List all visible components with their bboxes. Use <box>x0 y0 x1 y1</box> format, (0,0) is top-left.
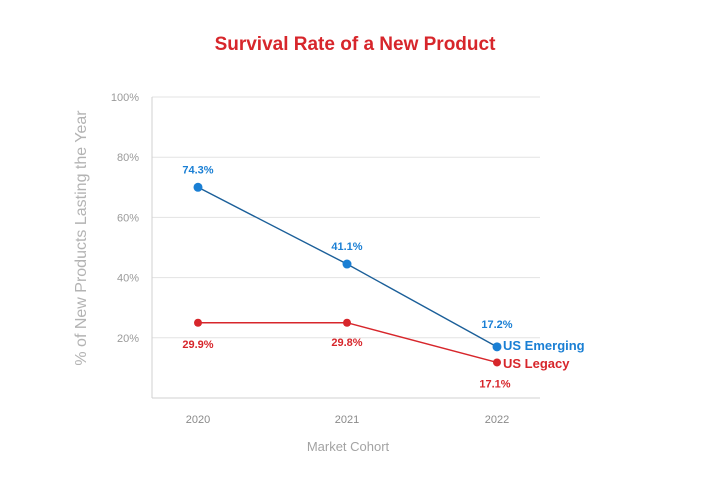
data-label: 29.8% <box>331 337 362 349</box>
data-point <box>342 259 352 269</box>
legend-label: US Legacy <box>503 356 570 371</box>
data-point <box>343 318 351 327</box>
data-label: 29.9% <box>182 339 213 351</box>
chart-title: Survival Rate of a New Product <box>214 34 496 55</box>
y-axis-label: % of New Products Lasting the Year <box>73 110 90 366</box>
x-axis-label: Market Cohort <box>307 439 390 454</box>
y-tick-label: 80% <box>117 152 139 164</box>
data-point <box>193 182 203 192</box>
y-tick-label: 60% <box>117 212 139 224</box>
legend-label: US Emerging <box>503 338 585 353</box>
data-label: 74.3% <box>182 164 213 176</box>
data-point <box>493 358 501 367</box>
data-point <box>194 318 202 327</box>
y-tick-label: 100% <box>111 92 139 104</box>
x-tick-label: 2022 <box>485 414 509 426</box>
y-tick-label: 40% <box>117 273 139 285</box>
data-label: 41.1% <box>331 241 362 253</box>
x-tick-label: 2021 <box>335 414 359 426</box>
data-label: 17.1% <box>479 378 510 390</box>
y-tick-label: 20% <box>117 333 139 345</box>
data-point <box>492 342 502 352</box>
x-tick-label: 2020 <box>186 414 210 426</box>
data-label: 17.2% <box>481 319 512 331</box>
